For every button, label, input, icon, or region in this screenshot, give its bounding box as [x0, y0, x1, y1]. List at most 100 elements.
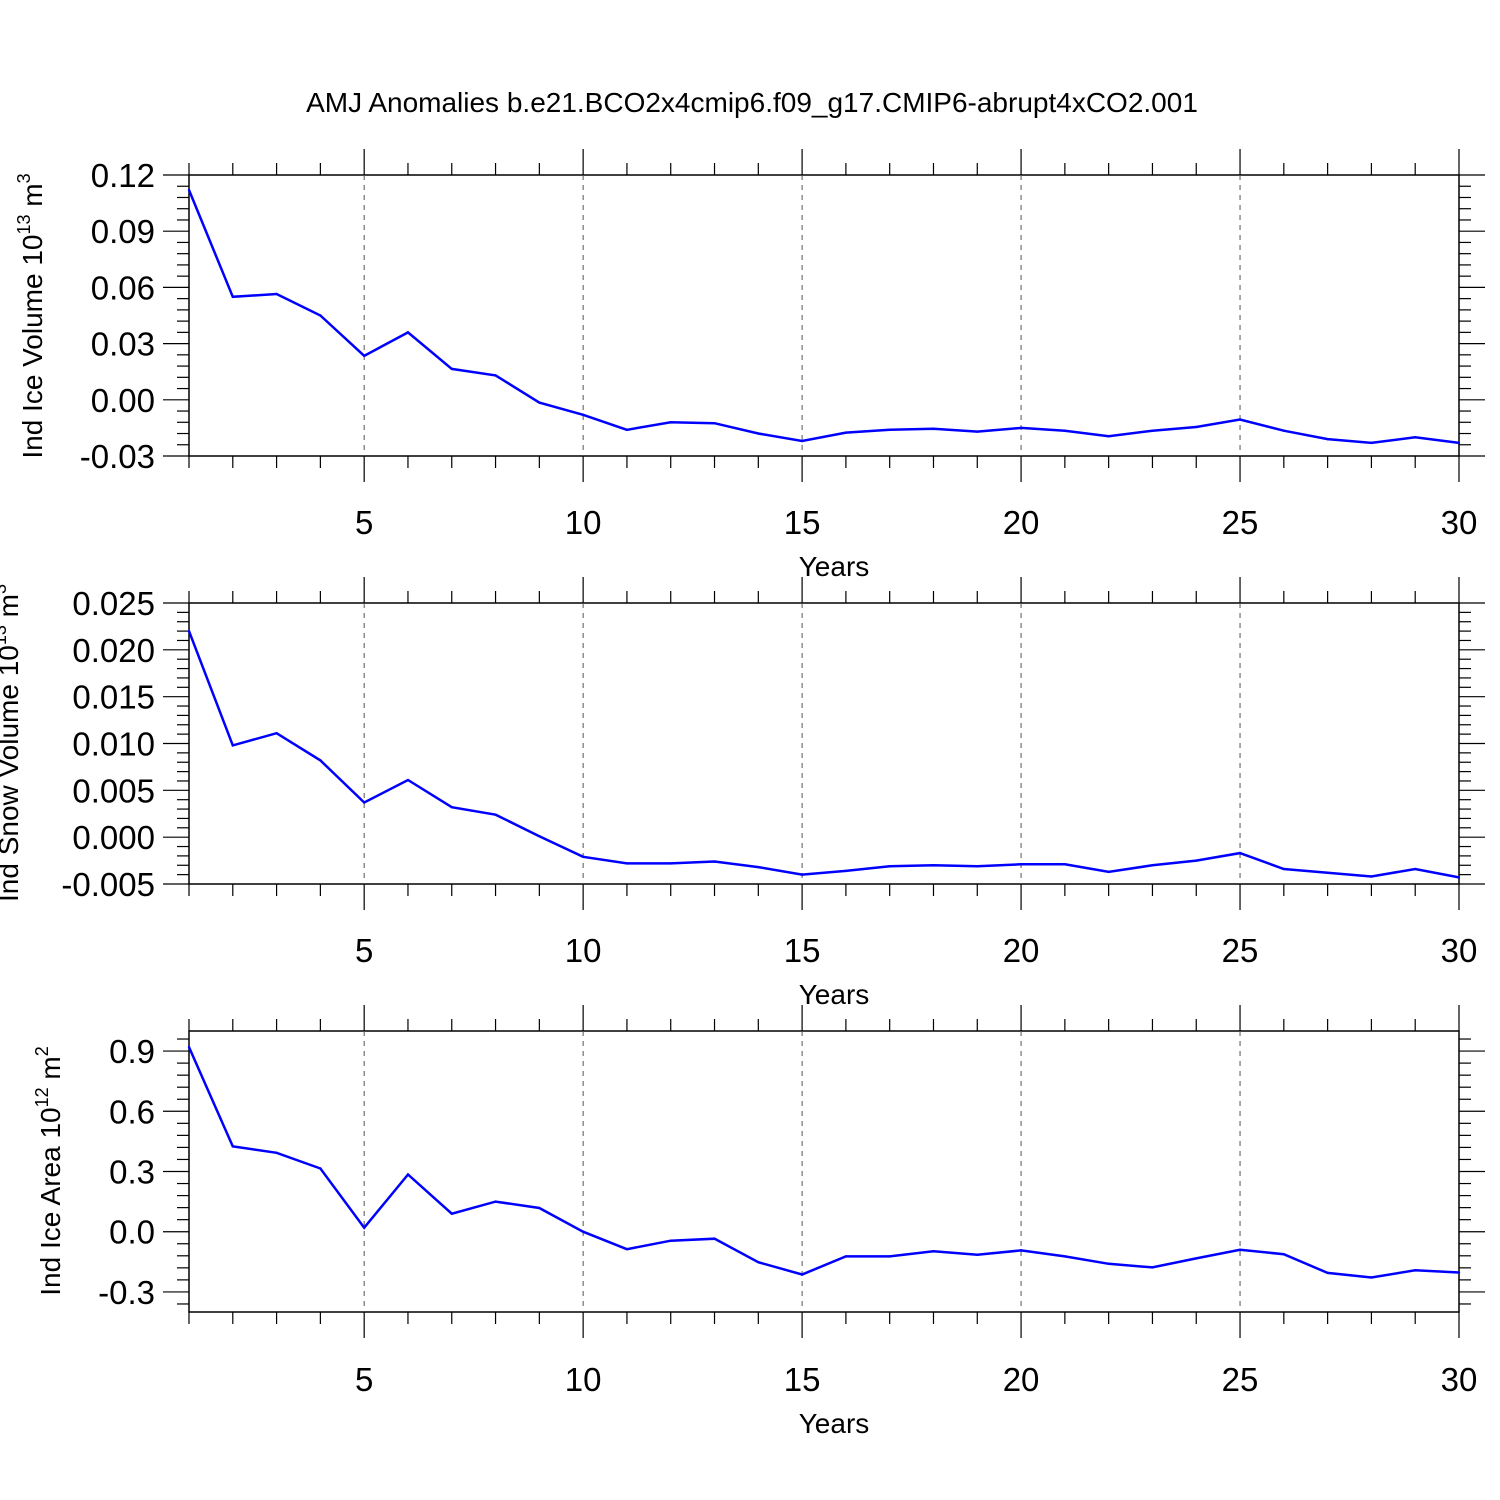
data-point	[1326, 437, 1329, 441]
data-point	[1019, 1249, 1023, 1252]
data-point	[757, 1261, 760, 1264]
data-point	[1282, 1252, 1286, 1256]
y-axis-label-exponent: 13	[14, 214, 34, 234]
data-point	[1370, 1276, 1373, 1279]
x-tick-label: 10	[565, 1361, 602, 1398]
panel-3: 0.9 0.6 0.3 0.0 -0.3 5 10 15 20 25 30 Years Ind Ice …	[32, 1005, 1485, 1439]
chart-title: AMJ Anomalies b.e21.BCO2x4cmip6.f09_g17.…	[306, 87, 1198, 118]
data-point	[844, 431, 848, 434]
data-point	[187, 188, 191, 192]
data-point	[1457, 1271, 1461, 1274]
data-point	[1414, 867, 1417, 871]
panel-2: 0.025 0.020 0.015 0.010 0.005 0.000 -0.005 5 10 1…	[0, 577, 1485, 1010]
x-tick-label: 25	[1222, 504, 1259, 541]
data-point	[888, 428, 891, 431]
data-point	[625, 862, 629, 865]
data-point	[888, 1255, 891, 1258]
series-line	[187, 189, 1460, 445]
data-point	[1414, 1269, 1417, 1272]
data-point	[450, 1212, 453, 1215]
data-point	[800, 439, 804, 443]
data-point	[406, 331, 410, 334]
series-line	[187, 1046, 1460, 1279]
panels: 0.120.090.060.030.00-0.035 10 15 20 25 30Year…	[0, 149, 1485, 1439]
y-tick-label: 0.005	[72, 772, 155, 809]
y-axis-label: Ind Snow Volume 1013 m3	[0, 584, 24, 902]
data-point	[1370, 441, 1373, 445]
y-axis-label-text: Ind Ice Volume 10	[17, 235, 48, 459]
data-point	[187, 629, 191, 633]
data-point	[800, 1273, 804, 1276]
x-tick-label: 30	[1441, 932, 1478, 969]
data-point	[669, 862, 672, 865]
y-axis-label-text: Ind Snow Volume 10	[0, 645, 24, 902]
data-point	[932, 1249, 935, 1253]
data-point	[888, 865, 891, 868]
data-point	[713, 860, 716, 863]
data-point	[1326, 871, 1329, 874]
data-point	[844, 1255, 848, 1258]
data-point	[319, 314, 322, 317]
y-axis-label: Ind Ice Area 1012 m2	[32, 1046, 66, 1296]
data-point	[932, 427, 935, 431]
data-point	[362, 354, 366, 357]
data-point	[1414, 436, 1417, 439]
data-point	[757, 432, 760, 435]
y-axis-label-unit: m	[0, 594, 24, 625]
x-tick-label: 30	[1441, 1361, 1478, 1398]
x-tick-label: 5	[355, 932, 373, 969]
y-axis-label-unit: m	[17, 183, 48, 214]
y-tick-label: 0.9	[109, 1033, 155, 1070]
y-tick-label: 0.025	[72, 585, 155, 622]
data-point	[1019, 863, 1023, 866]
series-line	[187, 630, 1460, 879]
data-point	[494, 374, 497, 377]
y-tick-label: 0.020	[72, 632, 155, 669]
data-point	[1238, 418, 1242, 421]
y-axis-label-unit-exponent: 2	[32, 1046, 52, 1056]
data-point	[494, 1200, 497, 1203]
data-point	[231, 295, 234, 298]
data-point	[1063, 1255, 1067, 1258]
data-point	[1238, 851, 1242, 855]
data-point	[231, 744, 234, 747]
data-point	[275, 731, 278, 735]
data-point	[976, 430, 979, 433]
data-point	[1457, 441, 1461, 445]
data-point	[362, 801, 366, 804]
data-point	[538, 835, 541, 838]
y-axis-label-exponent: 13	[0, 625, 10, 645]
x-tick-label: 15	[784, 932, 821, 969]
data-point	[1151, 429, 1154, 432]
y-tick-label: 0.00	[91, 382, 155, 419]
data-point	[538, 401, 541, 404]
y-axis-label-text: Ind Ice Area 10	[35, 1107, 66, 1295]
y-tick-label: 0.010	[72, 726, 155, 763]
x-tick-label: 5	[355, 1361, 373, 1398]
data-point	[362, 1226, 366, 1229]
data-point	[669, 421, 672, 424]
plot-frame	[188, 174, 1460, 457]
y-tick-label: -0.03	[80, 438, 155, 475]
data-point	[1195, 859, 1198, 862]
data-point	[187, 1045, 191, 1049]
data-point	[231, 1145, 234, 1148]
x-tick-label: 5	[355, 504, 373, 541]
y-tick-label: 0.06	[91, 269, 155, 306]
panel-1: 0.12 0.09 0.06 0.03 0.00 -0.03 5 10 15 20 25 30 Year…	[14, 149, 1485, 582]
data-point	[976, 865, 979, 868]
data-point	[800, 873, 804, 876]
data-point	[1282, 867, 1286, 871]
x-tick-label: 20	[1003, 504, 1040, 541]
x-axis-label: Years	[799, 979, 870, 1010]
y-axis-label-unit-exponent: 3	[14, 173, 34, 183]
data-point	[976, 1253, 979, 1256]
data-point	[1282, 429, 1286, 432]
y-tick-label: 0.0	[109, 1214, 155, 1251]
data-point	[319, 1167, 322, 1170]
y-tick-label: -0.005	[61, 866, 155, 903]
y-tick-label: -0.3	[98, 1274, 155, 1311]
x-tick-label: 25	[1222, 932, 1259, 969]
data-point	[275, 1151, 278, 1155]
